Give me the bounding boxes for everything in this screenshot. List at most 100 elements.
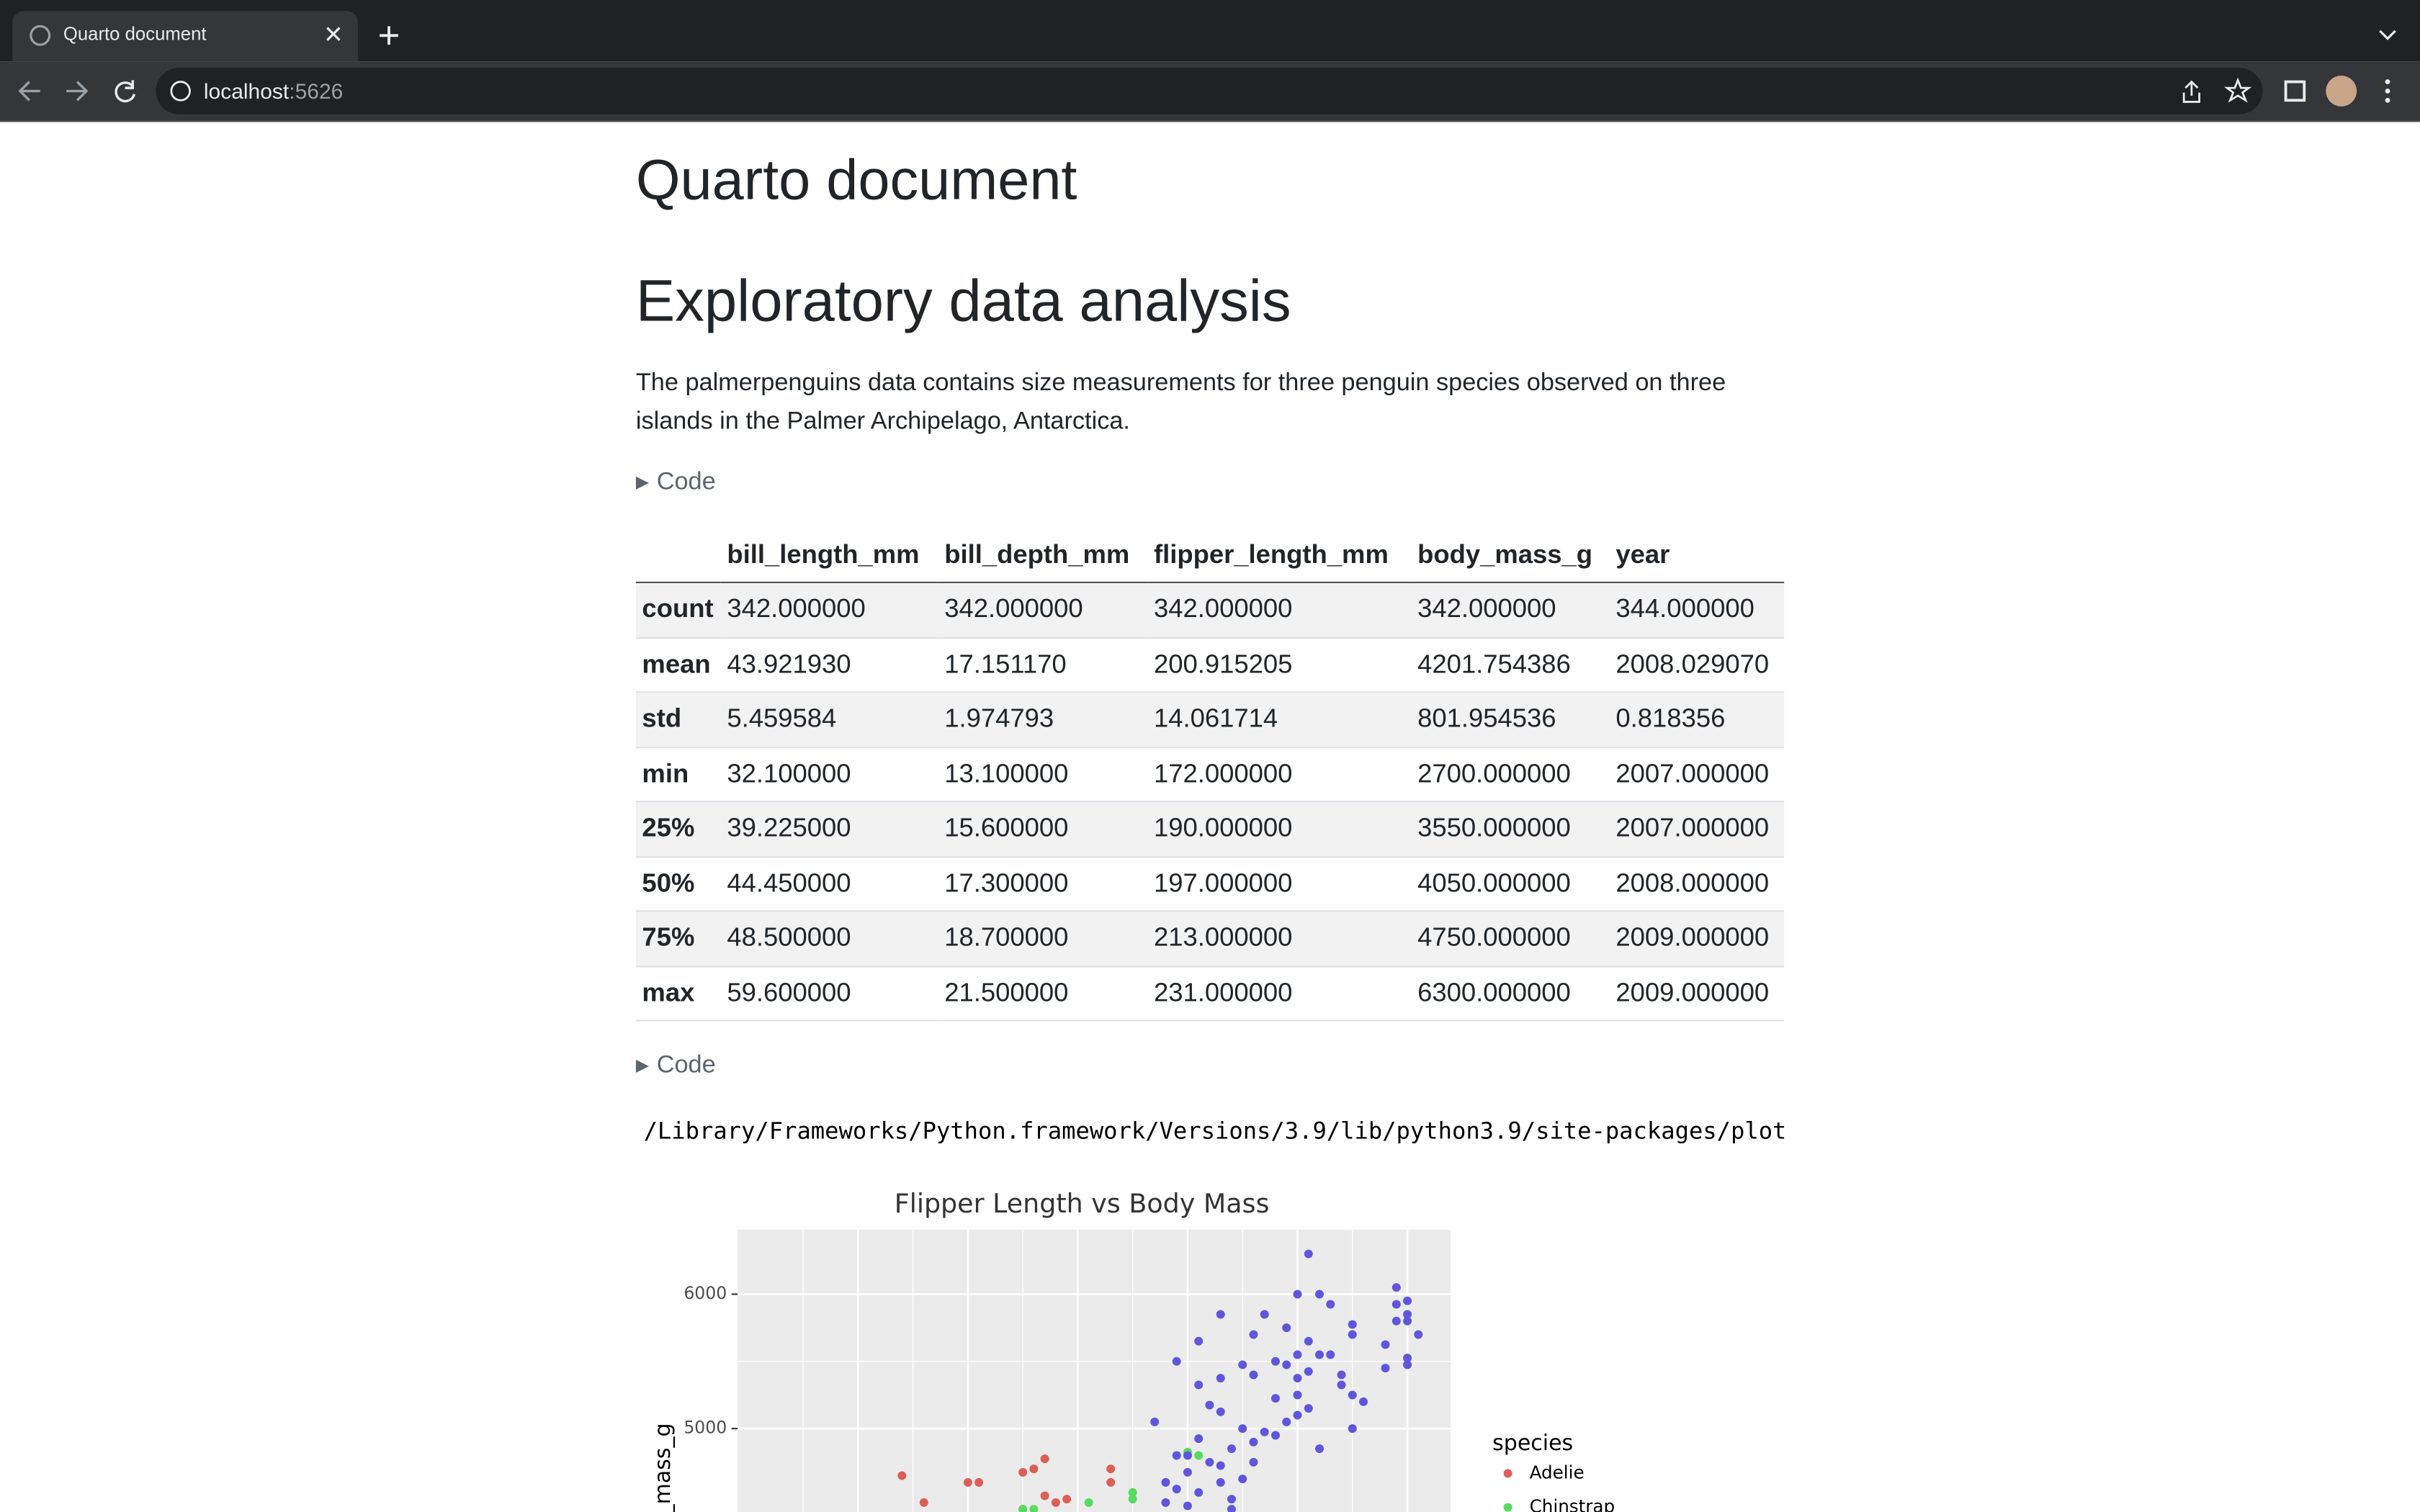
data-point (897, 1471, 907, 1480)
profile-avatar[interactable] (2326, 76, 2357, 107)
bookmark-star[interactable] (2223, 77, 2252, 103)
code-output: /Library/Frameworks/Python.framework/Ver… (643, 1117, 1785, 1145)
data-point (1381, 1364, 1390, 1373)
table-cell: 4750.000000 (1417, 922, 1571, 953)
data-point (1403, 1354, 1412, 1363)
data-point (1084, 1498, 1093, 1507)
share-button[interactable] (2182, 80, 2200, 103)
code-toggle[interactable]: Code (636, 469, 716, 497)
data-point (1392, 1316, 1401, 1326)
data-point (1106, 1477, 1116, 1487)
back-button[interactable] (18, 81, 40, 102)
document-title: Quarto document (635, 148, 1077, 212)
data-point (1161, 1477, 1170, 1487)
table-cell: 5.459584 (727, 703, 837, 734)
data-point (1414, 1330, 1423, 1339)
row-label: max (642, 978, 695, 1007)
table-cell: 342.000000 (1417, 594, 1556, 624)
url-port: :5626 (289, 78, 344, 104)
table-cell: 44.450000 (727, 868, 851, 898)
data-point (1337, 1370, 1346, 1380)
data-point (1216, 1477, 1225, 1487)
side-panel[interactable] (2284, 80, 2306, 102)
code-toggle[interactable]: Code (636, 1052, 716, 1080)
data-point (1270, 1356, 1280, 1366)
data-point (1304, 1367, 1313, 1376)
menu-button[interactable] (2385, 79, 2390, 103)
data-point (1270, 1394, 1280, 1403)
table-cell: 190.000000 (1153, 813, 1293, 843)
data-point (1326, 1350, 1335, 1359)
row-label: min (642, 758, 689, 788)
table-cell: 21.500000 (944, 978, 1069, 1007)
tab-search[interactable] (2379, 30, 2396, 40)
column-header: bill_depth_mm (938, 529, 1148, 583)
tab-close[interactable] (326, 27, 341, 41)
reload-button[interactable] (115, 80, 136, 103)
data-point (1062, 1495, 1072, 1504)
data-point (1128, 1488, 1137, 1497)
data-point (1293, 1290, 1302, 1299)
index-header (635, 529, 721, 583)
table-cell: 4050.000000 (1417, 868, 1571, 898)
data-point (1314, 1350, 1324, 1359)
row-label: mean (642, 649, 711, 679)
data-point (1260, 1427, 1269, 1436)
site-info[interactable] (170, 81, 191, 102)
data-point (1304, 1249, 1313, 1259)
header-row: bill_length_mm bill_depth_mm flipper_lengt… (635, 529, 1785, 583)
table-cell: 15.600000 (944, 813, 1069, 843)
table-row: min 32.100000 13.100000 172.000000 2700.0000… (635, 747, 1785, 802)
y-tick-label: 5000 (684, 1418, 727, 1438)
table-cell: 13.100000 (944, 758, 1069, 788)
column-header: year (1609, 529, 1785, 583)
table-cell: 197.000000 (1153, 868, 1293, 898)
url-host: localhost (203, 78, 290, 104)
table-cell: 0.818356 (1615, 703, 1726, 734)
data-point (1282, 1417, 1291, 1426)
data-point (1282, 1360, 1291, 1369)
table-head: bill_length_mm bill_depth_mm flipper_lengt… (635, 529, 1785, 583)
table-cell: 2009.000000 (1615, 922, 1770, 953)
section-heading: Exploratory data analysis (635, 270, 1291, 335)
data-point (1249, 1330, 1258, 1339)
data-point (1381, 1340, 1390, 1349)
data-point (1216, 1310, 1225, 1319)
data-point (1392, 1300, 1401, 1309)
table-cell: 59.600000 (727, 978, 851, 1007)
globe-icon (30, 24, 51, 46)
plot-panel (738, 1229, 1451, 1512)
browser-icons (30, 24, 2396, 46)
data-point (1205, 1457, 1214, 1467)
data-point (974, 1477, 984, 1487)
data-point (1282, 1323, 1291, 1333)
table-body: count 342.000000 342.000000 342.000000 342.0… (635, 582, 1785, 1021)
legend-label: Chinstrap (1530, 1496, 1615, 1512)
scatter-plot: Flipper Length vs Body Mass 5000 6000 body… (650, 1188, 1615, 1512)
data-point (1216, 1374, 1225, 1383)
data-point (1326, 1300, 1335, 1309)
data-point (1238, 1424, 1247, 1434)
data-point (1403, 1360, 1412, 1369)
data-point (1304, 1404, 1313, 1413)
data-point (1172, 1356, 1181, 1366)
browser-tab[interactable] (12, 11, 359, 62)
plot-title: Flipper Length vs Body Mass (895, 1188, 1270, 1219)
y-axis-label: body_mass_g (650, 1423, 676, 1512)
table-cell: 2007.000000 (1615, 758, 1770, 788)
column-header: body_mass_g (1411, 529, 1610, 583)
data-point (1040, 1454, 1049, 1464)
data-point (1260, 1310, 1269, 1319)
table-cell: 2008.000000 (1615, 868, 1770, 898)
data-point (1194, 1434, 1204, 1444)
forward-button[interactable] (66, 81, 89, 102)
data-point (1348, 1320, 1357, 1329)
address-bar[interactable] (156, 68, 2263, 114)
table-cell: 48.500000 (727, 922, 851, 953)
tab-title: Quarto document (63, 23, 207, 45)
table-cell: 200.915205 (1153, 649, 1293, 679)
new-tab[interactable] (380, 26, 398, 45)
table-cell: 172.000000 (1153, 758, 1293, 788)
